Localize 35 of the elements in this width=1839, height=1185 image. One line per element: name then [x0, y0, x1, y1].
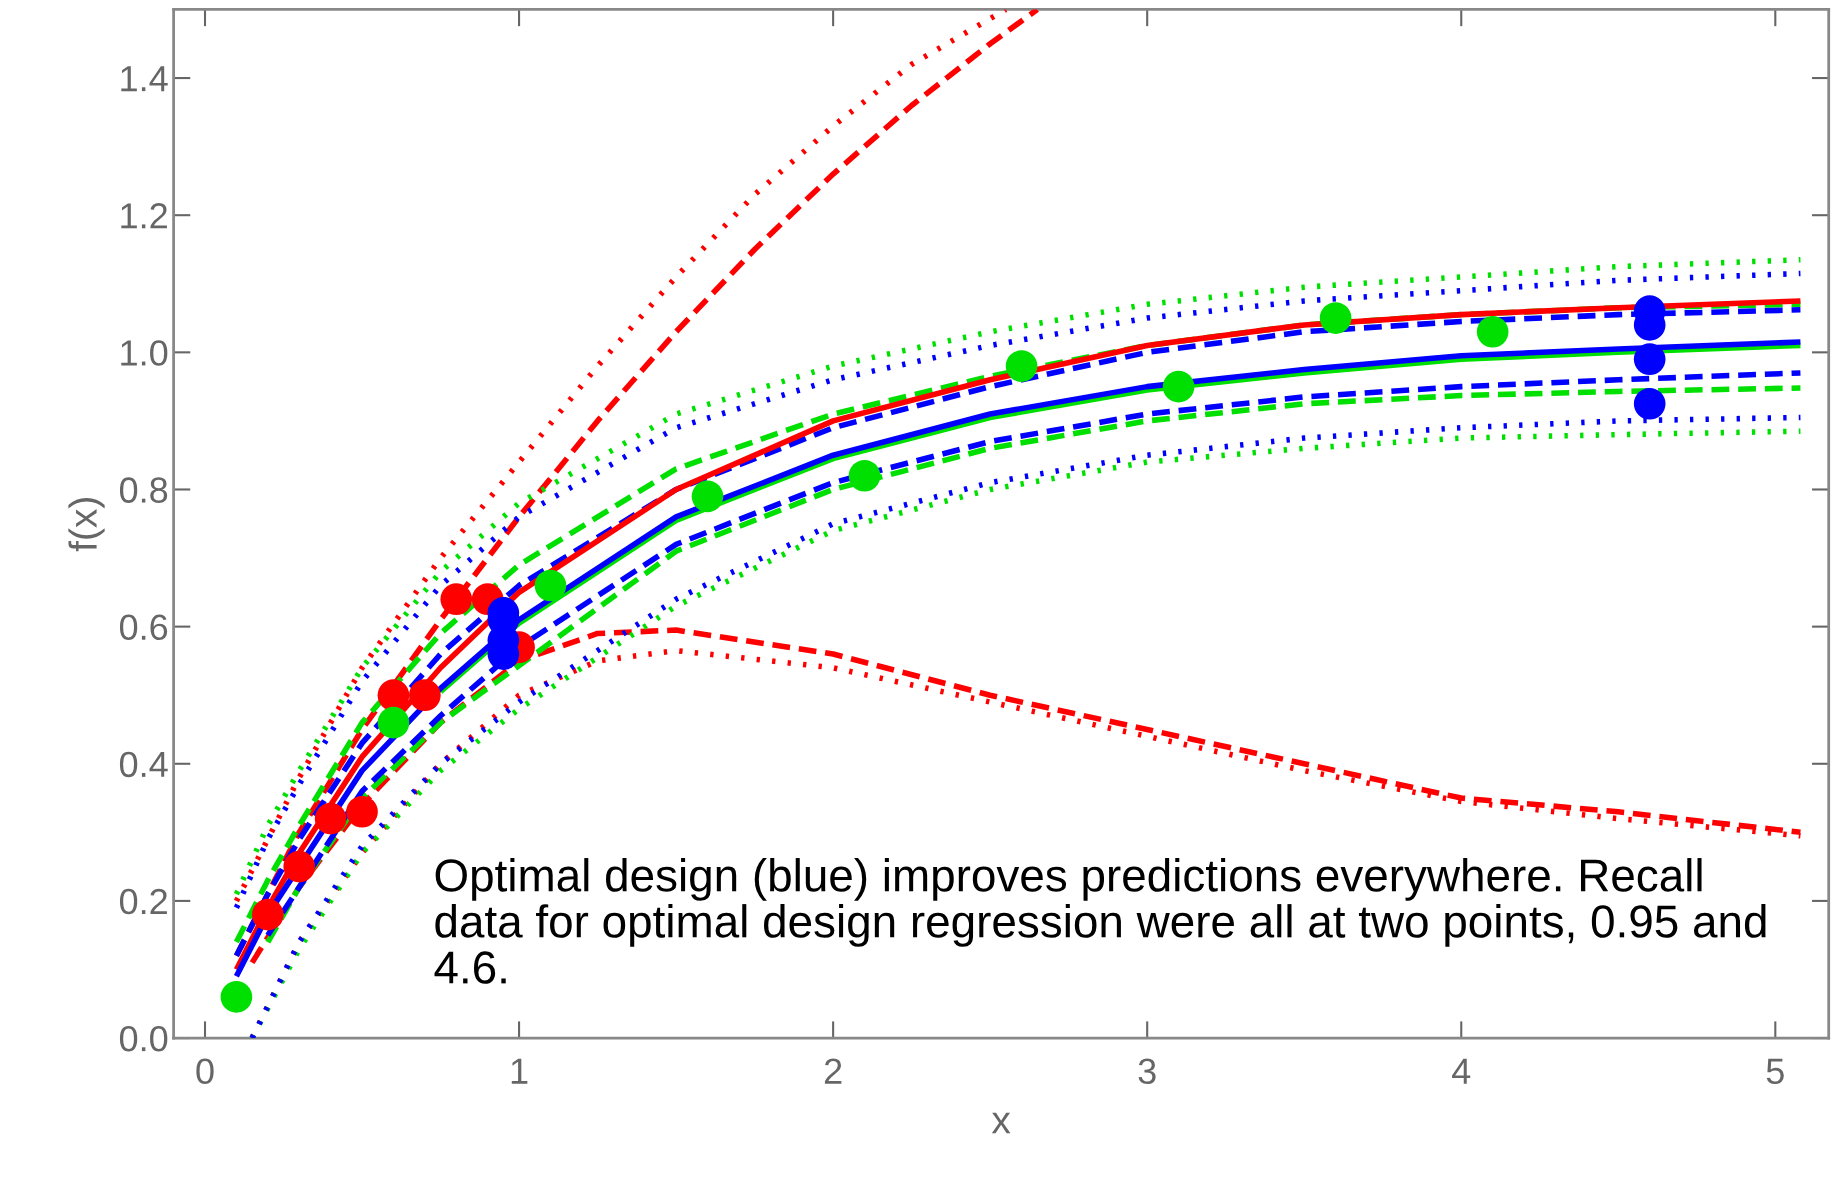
point [848, 459, 881, 492]
x-tick-label: 3 [1138, 1058, 1156, 1085]
point [440, 583, 473, 616]
point [377, 706, 410, 739]
point [251, 898, 284, 931]
point [534, 569, 567, 602]
x-tick-label: 1 [511, 1058, 528, 1084]
point [1633, 343, 1666, 376]
y-tick-label: 0.4 [119, 751, 168, 778]
x-tick-label: 0 [196, 1058, 214, 1085]
point [283, 850, 316, 883]
y-tick-label: 0.0 [119, 1025, 168, 1052]
x-axis-title: x [991, 1112, 1011, 1134]
x-tick-label: 5 [1766, 1058, 1784, 1085]
point [1319, 302, 1352, 334]
point [1162, 370, 1195, 403]
point [220, 981, 253, 1013]
point [346, 795, 378, 828]
point [1005, 350, 1038, 382]
y-axis-title: f(x) [68, 498, 105, 552]
y-tick-label: 1.2 [121, 203, 167, 229]
x-tick-label: 4 [1452, 1058, 1471, 1084]
point [691, 480, 724, 513]
point [1476, 315, 1509, 348]
point [1633, 387, 1666, 420]
point [409, 679, 441, 712]
annotation: Optimal design (blue) improves predictions everywhere. Recall data for optimal design regression were all at two points, 0.95 and 4.6. [434, 858, 1766, 984]
x-tick-label: 2 [824, 1058, 842, 1084]
y-tick-label: 0.2 [119, 888, 167, 915]
y-tick-label: 1.4 [121, 66, 168, 92]
point [377, 679, 410, 712]
point [314, 802, 347, 835]
y-tick-label: 1.0 [121, 340, 168, 366]
y-tick-label: 0.6 [119, 614, 168, 641]
y-tick-label: 0.8 [119, 477, 168, 503]
